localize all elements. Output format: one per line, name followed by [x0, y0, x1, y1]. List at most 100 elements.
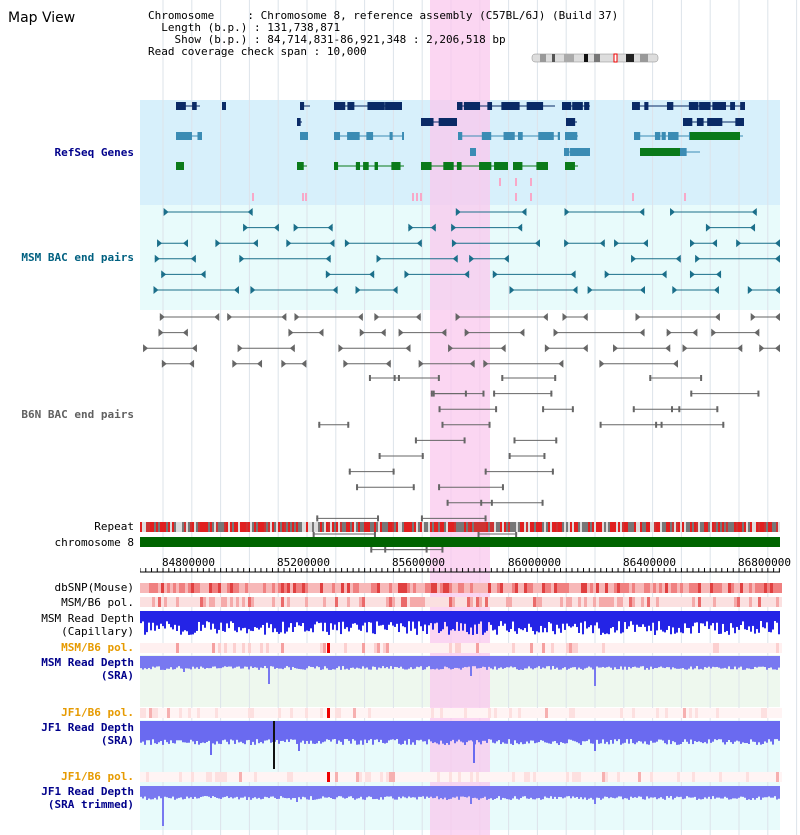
- heat-cell: [305, 583, 308, 593]
- depth-bar: [220, 721, 222, 745]
- depth-bar: [462, 786, 464, 797]
- depth-bar: [194, 656, 196, 669]
- heat-cell: [731, 708, 734, 718]
- heat-cell: [344, 597, 347, 607]
- gene-exon: [696, 118, 704, 126]
- heat-cell: [149, 643, 152, 653]
- depth-bar: [232, 656, 234, 669]
- heat-cell: [266, 583, 269, 593]
- heat-cell: [719, 597, 722, 607]
- depth-bar: [490, 721, 492, 740]
- heat-cell: [605, 643, 608, 653]
- depth-bar: [304, 611, 306, 632]
- depth-bar: [182, 786, 184, 800]
- depth-bar: [312, 786, 314, 800]
- repeat-mark: [284, 522, 286, 532]
- repeat-mark: [234, 522, 236, 532]
- heat-cell: [356, 643, 359, 653]
- depth-bar: [444, 786, 446, 798]
- bac-end: [508, 453, 511, 459]
- depth-bar: [622, 721, 624, 744]
- heat-cell: [440, 583, 443, 593]
- heat-cell: [182, 597, 185, 607]
- depth-bar: [508, 721, 510, 740]
- depth-spike: [594, 656, 596, 686]
- heat-cell: [548, 772, 551, 782]
- repeat-mark: [446, 522, 448, 532]
- heat-cell: [683, 643, 686, 653]
- heat-cell: [146, 597, 149, 607]
- depth-bar: [436, 786, 438, 797]
- depth-bar: [602, 611, 604, 633]
- heat-cell: [293, 583, 296, 593]
- heat-cell: [509, 583, 512, 593]
- depth-bar: [378, 786, 380, 800]
- depth-bar: [426, 786, 428, 797]
- depth-bar: [372, 786, 374, 800]
- depth-bar: [686, 786, 688, 797]
- repeat-mark: [384, 522, 386, 532]
- depth-bar: [290, 721, 292, 740]
- depth-bar: [506, 721, 508, 744]
- depth-bar: [366, 611, 368, 633]
- heat-cell: [263, 708, 266, 718]
- heat-cell: [518, 708, 521, 718]
- depth-bar: [322, 786, 324, 797]
- heat-cell: [689, 772, 692, 782]
- track-label-msm-bac[interactable]: MSM BAC end pairs: [21, 251, 134, 264]
- depth-bar: [398, 656, 400, 669]
- depth-bar: [542, 611, 544, 633]
- depth-bar: [260, 611, 262, 628]
- heat-cell: [266, 708, 269, 718]
- repeat-mark: [696, 522, 698, 532]
- depth-bar: [346, 721, 348, 740]
- depth-bar: [748, 611, 750, 627]
- repeat-mark: [562, 522, 564, 532]
- heat-cell: [266, 772, 269, 782]
- repeat-mark: [524, 522, 526, 532]
- track-label-b6n-bac[interactable]: B6N BAC end pairs: [21, 408, 134, 421]
- heat-cell: [239, 708, 242, 718]
- heat-cell: [275, 708, 278, 718]
- depth-bar: [530, 656, 532, 669]
- depth-bar: [300, 656, 302, 670]
- heat-cell: [611, 583, 614, 593]
- depth-bar: [728, 786, 730, 800]
- repeat-mark: [560, 522, 562, 532]
- heat-cell: [329, 597, 332, 607]
- repeat-mark: [442, 522, 444, 532]
- depth-bar: [150, 611, 152, 631]
- depth-bar: [286, 786, 288, 799]
- heat-cell: [407, 597, 410, 607]
- repeat-mark: [218, 522, 220, 532]
- depth-bar: [668, 721, 670, 740]
- gene-mark: [412, 193, 414, 201]
- gene-exon: [640, 148, 680, 156]
- heat-cell: [638, 597, 641, 607]
- depth-bar: [192, 611, 194, 635]
- heat-cell: [614, 708, 617, 718]
- heat-cell: [551, 597, 554, 607]
- depth-bar: [170, 611, 172, 628]
- depth-bar: [634, 721, 636, 745]
- depth-bar: [586, 721, 588, 741]
- repeat-mark: [626, 522, 628, 532]
- chromosome-ideogram[interactable]: [530, 53, 660, 63]
- heat-cell: [308, 597, 311, 607]
- depth-bar: [286, 611, 288, 632]
- heat-cell: [161, 643, 164, 653]
- depth-bar: [772, 611, 774, 630]
- bac-end: [775, 313, 780, 321]
- depth-bar: [720, 786, 722, 799]
- heat-cell: [776, 583, 779, 593]
- heat-cell: [416, 643, 419, 653]
- heat-cell: [764, 643, 767, 653]
- track-label-refseq[interactable]: RefSeq Genes: [54, 146, 134, 159]
- depth-bar: [140, 721, 142, 743]
- depth-bar: [276, 721, 278, 740]
- heat-cell: [341, 597, 344, 607]
- bac-end: [517, 223, 523, 232]
- heat-cell: [452, 597, 455, 607]
- depth-bar: [364, 656, 366, 669]
